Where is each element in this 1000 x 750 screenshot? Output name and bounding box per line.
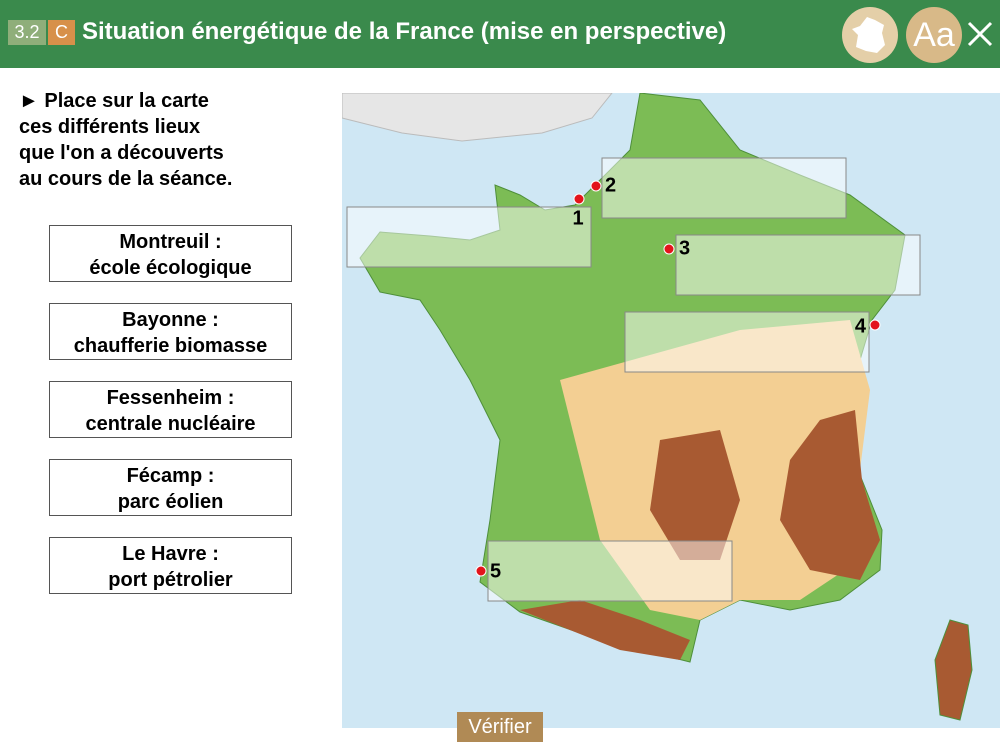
drop-zone[interactable]: [346, 206, 592, 268]
instruction-line: que l'on a découverts: [19, 142, 224, 164]
label-description: chaufferie biomasse: [73, 335, 268, 357]
label-place: Montreuil :: [119, 231, 222, 253]
label-card[interactable]: Fessenheim : centrale nucléaire: [49, 381, 292, 438]
verify-button[interactable]: Vérifier: [457, 712, 543, 742]
drop-zone[interactable]: [675, 234, 921, 296]
marker-number: 1: [572, 207, 583, 229]
label-place: Le Havre :: [122, 543, 219, 565]
drop-zones: [346, 157, 921, 602]
marker-dot: [573, 193, 585, 205]
close-button[interactable]: [966, 20, 994, 48]
marker-dot: [590, 180, 602, 192]
header: 3.2 C Situation énergétique de la France…: [0, 0, 1000, 68]
map: 12 3 4 5: [342, 93, 1000, 728]
label-description: école écologique: [89, 257, 252, 279]
drop-zone[interactable]: [487, 540, 733, 602]
marker-number: 5: [490, 560, 501, 582]
drop-zone[interactable]: [601, 157, 847, 219]
instruction: ► Place sur la carte ces différents lieux…: [19, 88, 232, 192]
label-description: centrale nucléaire: [85, 413, 256, 435]
map-button[interactable]: [842, 7, 898, 63]
title: Situation énergétique de la France (mise…: [82, 18, 727, 45]
label-description: port pétrolier: [108, 569, 233, 591]
marker-number: 3: [679, 237, 690, 259]
marker-dot: [663, 243, 675, 255]
france-icon: [852, 17, 885, 53]
drop-zone[interactable]: [624, 311, 870, 373]
label-card[interactable]: Fécamp : parc éolien: [49, 459, 292, 516]
label-place: Fessenheim :: [106, 387, 235, 409]
label-card[interactable]: Montreuil : école écologique: [49, 225, 292, 282]
label-description: parc éolien: [117, 491, 224, 513]
label-place: Fécamp :: [126, 465, 215, 487]
instruction-line: au cours de la séance.: [19, 168, 233, 190]
marker-number: 4: [855, 315, 867, 337]
marker-dot: [475, 565, 487, 577]
label-place: Bayonne :: [122, 309, 219, 331]
instruction-line: ces différents lieux: [19, 116, 201, 138]
marker-number: 2: [605, 174, 616, 196]
section-letter: C: [48, 20, 75, 45]
label-card[interactable]: Le Havre : port pétrolier: [49, 537, 292, 594]
section-number: 3.2: [8, 20, 46, 45]
markers: 12 3 4 5: [475, 174, 881, 582]
instruction-line: ► Place sur la carte: [19, 90, 209, 112]
marker-dot: [869, 319, 881, 331]
label-card[interactable]: Bayonne : chaufferie biomasse: [49, 303, 292, 360]
font-button[interactable]: Aa: [906, 7, 962, 63]
